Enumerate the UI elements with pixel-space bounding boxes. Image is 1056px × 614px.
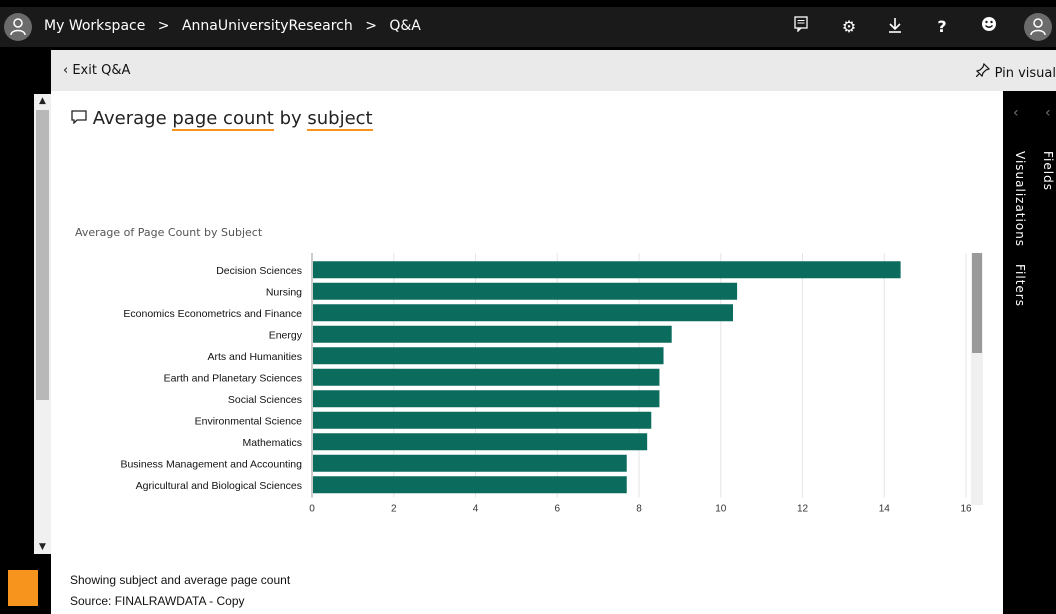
category-label: Energy	[269, 329, 303, 341]
breadcrumb-separator: >	[157, 18, 170, 34]
qa-canvas: Average page count by subject Average of…	[51, 91, 1003, 614]
bar[interactable]	[313, 325, 672, 343]
tab-visualizations[interactable]: Visualizations	[1013, 151, 1027, 248]
question-text: by	[273, 108, 308, 129]
category-label: Decision Sciences	[216, 265, 302, 277]
exit-qa-button[interactable]: ‹ Exit Q&A	[63, 63, 130, 78]
breadcrumb-current: Q&A	[389, 18, 421, 34]
category-label: Economics Econometrics and Finance	[123, 308, 302, 320]
category-label: Arts and Humanities	[207, 351, 302, 363]
top-bar: My Workspace > AnnaUniversityResearch > …	[0, 7, 1056, 47]
tab-filters[interactable]: Filters	[1013, 264, 1027, 307]
question-term-subject[interactable]: subject	[307, 108, 373, 131]
bar[interactable]	[313, 368, 660, 386]
bar[interactable]	[313, 347, 664, 365]
breadcrumb-report[interactable]: AnnaUniversityResearch	[181, 18, 353, 34]
category-label: Agricultural and Biological Sciences	[136, 480, 302, 492]
x-tick-label: 2	[391, 504, 397, 515]
chevron-left-icon[interactable]: ‹	[1013, 105, 1019, 121]
pin-visual-button[interactable]: Pin visual	[975, 62, 1056, 81]
category-label: Mathematics	[242, 437, 302, 449]
bar[interactable]	[313, 454, 627, 472]
comment-icon[interactable]	[790, 16, 812, 38]
category-label: Earth and Planetary Sciences	[164, 372, 302, 384]
account-avatar-icon[interactable]	[1024, 13, 1052, 41]
scrollbar-thumb[interactable]	[36, 110, 49, 400]
bar[interactable]	[313, 411, 652, 429]
right-pane: ‹ ‹ Visualizations Fields Filters	[1003, 91, 1056, 614]
pin-visual-label: Pin visual	[994, 66, 1056, 81]
app-tile[interactable]	[8, 570, 38, 606]
x-tick-label: 10	[715, 504, 727, 515]
download-icon[interactable]	[884, 16, 906, 38]
bar[interactable]	[313, 282, 738, 300]
help-icon[interactable]: ?	[937, 17, 947, 36]
question-text: Average	[92, 108, 173, 129]
result-source: Source: FINALRAWDATA - Copy	[70, 594, 245, 608]
tab-fields[interactable]: Fields	[1041, 151, 1055, 191]
left-rail	[0, 50, 34, 614]
qa-header: ‹ Exit Q&A Pin visual	[51, 50, 1056, 91]
x-tick-label: 4	[473, 504, 479, 515]
category-label: Business Management and Accounting	[120, 458, 302, 470]
gear-icon[interactable]: ⚙	[841, 17, 857, 36]
bar[interactable]	[313, 476, 627, 494]
breadcrumb-workspace[interactable]: My Workspace	[44, 18, 146, 34]
category-label: Social Sciences	[228, 394, 302, 406]
chart-scrollbar[interactable]	[971, 253, 983, 505]
bar[interactable]	[313, 261, 901, 279]
category-label: Environmental Science	[195, 415, 303, 427]
page-scrollbar[interactable]: ▲ ▼	[34, 94, 51, 554]
question-term-page-count[interactable]: page count	[172, 108, 274, 131]
chevron-left-icon: ‹	[63, 63, 73, 78]
x-tick-label: 6	[554, 504, 560, 515]
bar[interactable]	[313, 390, 660, 408]
x-tick-label: 0	[309, 504, 315, 515]
bar[interactable]	[313, 304, 734, 322]
chart-scrollbar-thumb[interactable]	[972, 253, 982, 353]
exit-qa-label: Exit Q&A	[72, 63, 131, 78]
x-tick-label: 14	[879, 504, 891, 515]
x-tick-label: 16	[960, 504, 972, 515]
user-avatar-icon[interactable]	[4, 13, 32, 41]
smiley-icon[interactable]	[978, 16, 1000, 38]
speech-bubble-icon	[71, 108, 93, 129]
breadcrumb-separator: >	[365, 18, 377, 34]
breadcrumb: My Workspace > AnnaUniversityResearch > …	[44, 18, 429, 34]
x-tick-label: 8	[636, 504, 642, 515]
question-input[interactable]: Average page count by subject	[71, 108, 373, 131]
chart-title: Average of Page Count by Subject	[75, 226, 263, 239]
bar[interactable]	[313, 433, 648, 451]
bar-chart: Decision Sciences Nursing Economics Econom…	[120, 253, 972, 515]
category-label: Nursing	[266, 286, 302, 298]
scroll-up-icon[interactable]: ▲	[39, 96, 46, 106]
pin-icon	[975, 62, 994, 81]
result-description: Showing subject and average page count	[70, 573, 291, 587]
scroll-down-icon[interactable]: ▼	[39, 542, 46, 552]
x-tick-label: 12	[797, 504, 809, 515]
chevron-left-icon[interactable]: ‹	[1045, 105, 1051, 121]
